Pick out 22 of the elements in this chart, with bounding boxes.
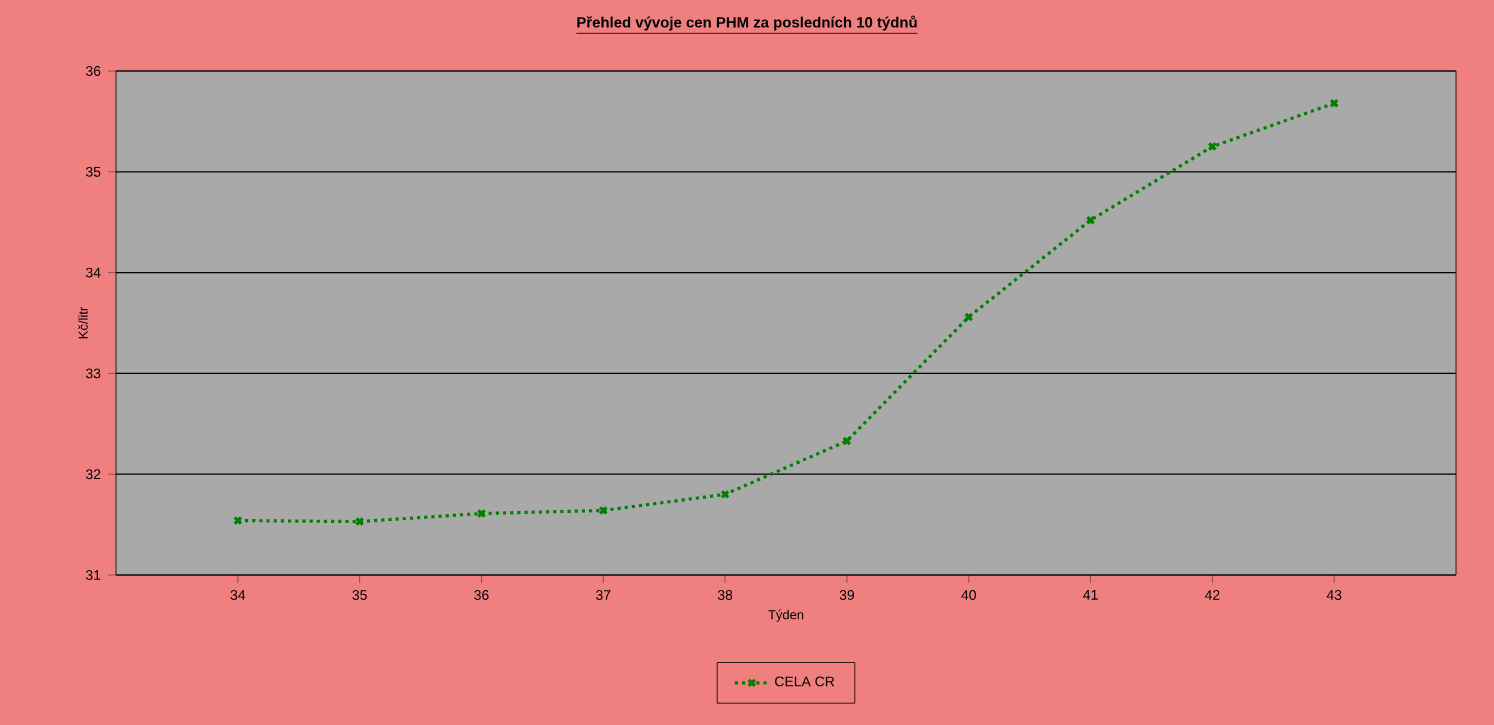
point	[842, 436, 852, 446]
x-tick-label: 38	[717, 590, 733, 600]
point	[476, 508, 487, 519]
y-tick-label: 34	[85, 267, 101, 278]
x-tick-label: 42	[1204, 590, 1220, 600]
x-tick-label: 43	[1326, 590, 1342, 600]
x-tick-label: 34	[230, 590, 246, 600]
x-tick-label: 40	[961, 590, 976, 600]
y-tick-label: 31	[85, 570, 101, 580]
y-tick-label: 36	[85, 66, 101, 76]
x-tick-label: 36	[474, 590, 489, 600]
x-tick-label: 39	[839, 590, 855, 600]
legend-label: CELA CR	[775, 676, 835, 687]
x-tick-label: 35	[352, 590, 367, 600]
chart-title: Přehled vývoje cen PHM za posledních 10 týdnů	[577, 15, 917, 31]
x-axis-title: Týden	[768, 609, 804, 622]
y-tick-label: 35	[85, 166, 101, 177]
y-tick-label: 33	[85, 368, 101, 379]
y-axis-title: Kč/litr	[78, 307, 88, 339]
x-tick-label: 37	[596, 590, 611, 600]
x-tick-label: 41	[1083, 590, 1098, 600]
y-tick-label: 32	[85, 469, 101, 480]
